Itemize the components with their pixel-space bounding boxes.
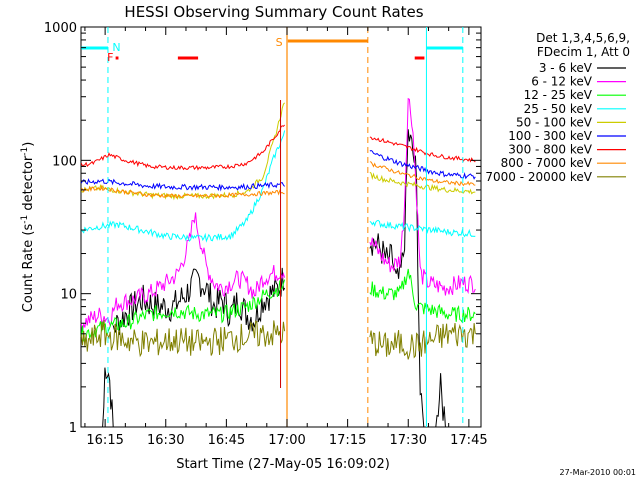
- x-tick-label: 17:00: [268, 433, 305, 448]
- y-axis-label-part: detector: [21, 155, 36, 215]
- series-line-100-300-kev: [80, 178, 285, 192]
- x-axis-label: Start Time (27-May-05 16:09:02): [176, 457, 390, 472]
- detector-info-line-2: FDecim 1, Att 0: [537, 45, 630, 59]
- y-axis-label-part: ): [21, 142, 36, 147]
- y-tick-label: 10: [60, 288, 77, 303]
- axis-ticks: 16:15 16:30 16:45 17:00 17:15 17:30 17:45 1 10 10…: [44, 21, 488, 448]
- series-line-12-25-kev: [369, 268, 476, 324]
- y-tick-label: 1: [69, 421, 77, 436]
- x-tick-label: 17:30: [390, 433, 427, 448]
- legend-label: 800 - 7000 keV: [501, 156, 593, 170]
- detector-info-line-1: Det 1,3,4,5,6,9,: [536, 31, 630, 45]
- x-tick-label: 16:45: [208, 433, 245, 448]
- series-line-100-300-kev: [369, 149, 476, 180]
- y-tick-label: 1000: [44, 21, 77, 36]
- series-line-7000-20000-kev: [80, 319, 286, 358]
- series-lines: [80, 97, 476, 428]
- plot-area-frame: [80, 26, 482, 428]
- x-tick-label: 16:30: [147, 433, 184, 448]
- flare-annotation: F: [107, 51, 113, 64]
- legend-label: 100 - 300 keV: [508, 129, 592, 143]
- y-axis-label: Count Rate (s-1 detector-1): [20, 142, 36, 313]
- night-annotation: N: [112, 41, 120, 54]
- series-line-12-25-kev: [80, 279, 286, 342]
- series-line-3-6-kev: [112, 267, 286, 335]
- x-tick-label: 16:15: [86, 433, 123, 448]
- x-tick-label: 17:15: [329, 433, 366, 448]
- legend-label: 7000 - 20000 keV: [485, 170, 592, 184]
- series-line-6-12-kev: [369, 97, 476, 296]
- annotations: NF S: [107, 36, 282, 64]
- legend-label: 6 - 12 keV: [531, 75, 593, 89]
- y-axis-label-exponent: -1: [20, 215, 30, 224]
- series-line-6-12-kev: [80, 212, 286, 332]
- series-line-800-7000-kev: [369, 161, 476, 187]
- legend-label: 50 - 100 keV: [516, 115, 593, 129]
- y-tick-label: 100: [52, 154, 77, 169]
- series-line-300-800-kev: [80, 124, 285, 171]
- series-line-25-50-kev: [80, 130, 286, 243]
- series-line-50-100-kev: [369, 171, 476, 195]
- legend-label: 300 - 800 keV: [508, 143, 592, 157]
- y-axis-label-part: Count Rate (s: [21, 224, 36, 313]
- series-line-7000-20000-kev: [369, 322, 476, 360]
- saa-annotation: S: [276, 36, 283, 49]
- legend-label: 25 - 50 keV: [524, 102, 593, 116]
- x-tick-label: 17:45: [450, 433, 487, 448]
- chart-title: HESSI Observing Summary Count Rates: [124, 3, 423, 21]
- legend-label: 3 - 6 keV: [539, 61, 593, 75]
- series-line-800-7000-kev: [81, 184, 285, 199]
- y-axis-label-exponent: -1: [20, 147, 30, 156]
- series-line-3-6-kev: [369, 129, 476, 428]
- series-line-300-800-kev: [369, 136, 476, 163]
- footer-timestamp: 27-Mar-2010 00:01: [560, 468, 637, 477]
- orbit-boundary-lines: [107, 27, 464, 427]
- legend-label: 12 - 25 keV: [524, 88, 593, 102]
- series-line-25-50-kev: [369, 219, 476, 238]
